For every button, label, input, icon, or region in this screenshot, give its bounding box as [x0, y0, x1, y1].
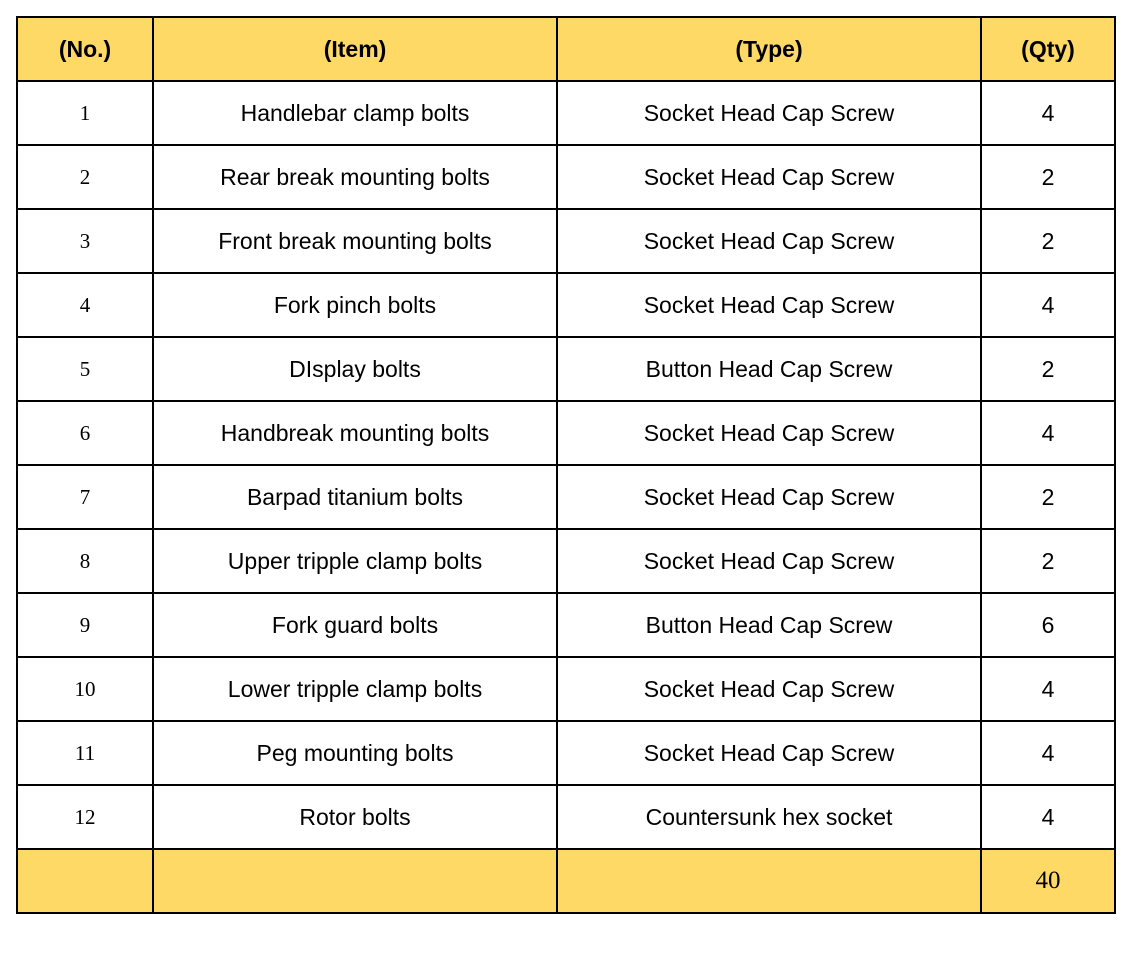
- screw-type: Socket Head Cap Screw: [556, 80, 982, 146]
- quantity: 4: [980, 784, 1116, 850]
- item-name: Lower tripple clamp bolts: [152, 656, 558, 722]
- header-cell: (Type): [556, 16, 982, 82]
- table-row: 9 Fork guard bolts Button Head Cap Screw 6: [16, 592, 1116, 658]
- quantity: 2: [980, 144, 1116, 210]
- item-name: Rear break mounting bolts: [152, 144, 558, 210]
- item-name: Handlebar clamp bolts: [152, 80, 558, 146]
- table-row: 3 Front break mounting bolts Socket Head C…: [16, 208, 1116, 274]
- quantity: 2: [980, 208, 1116, 274]
- item-name: Barpad titanium bolts: [152, 464, 558, 530]
- table-row: 2 Rear break mounting bolts Socket Head Ca…: [16, 144, 1116, 210]
- row-number: 10: [16, 656, 154, 722]
- quantity: 2: [980, 528, 1116, 594]
- row-number: 9: [16, 592, 154, 658]
- item-name: Rotor bolts: [152, 784, 558, 850]
- row-number: 12: [16, 784, 154, 850]
- table-row: 1 Handlebar clamp bolts Socket Head Cap Sc…: [16, 80, 1116, 146]
- table-row: 6 Handbreak mounting bolts Socket Head Cap…: [16, 400, 1116, 466]
- row-number: 5: [16, 336, 154, 402]
- quantity: 4: [980, 400, 1116, 466]
- item-name: DIsplay bolts: [152, 336, 558, 402]
- bolt-table: (No.) (Item) (Type) (Qty) 1 Handlebar clamp …: [16, 16, 1116, 914]
- row-number: 4: [16, 272, 154, 338]
- row-number: 11: [16, 720, 154, 786]
- item-name: Upper tripple clamp bolts: [152, 528, 558, 594]
- empty-cell: [16, 848, 154, 914]
- header-cell: (Item): [152, 16, 558, 82]
- table-row: 12 Rotor bolts Countersunk hex socket 4: [16, 784, 1116, 850]
- item-name: Front break mounting bolts: [152, 208, 558, 274]
- table-row: 4 Fork pinch bolts Socket Head Cap Screw 4: [16, 272, 1116, 338]
- table-body: 1 Handlebar clamp bolts Socket Head Cap Sc…: [16, 80, 1116, 914]
- item-name: Handbreak mounting bolts: [152, 400, 558, 466]
- row-number: 3: [16, 208, 154, 274]
- row-number: 7: [16, 464, 154, 530]
- row-number: 8: [16, 528, 154, 594]
- row-number: 6: [16, 400, 154, 466]
- screw-type: Button Head Cap Screw: [556, 592, 982, 658]
- item-name: Fork pinch bolts: [152, 272, 558, 338]
- item-name: Fork guard bolts: [152, 592, 558, 658]
- header-cell: (No.): [16, 16, 154, 82]
- header-cell: (Qty): [980, 16, 1116, 82]
- quantity: 2: [980, 464, 1116, 530]
- quantity: 2: [980, 336, 1116, 402]
- table-row: 11 Peg mounting bolts Socket Head Cap Scre…: [16, 720, 1116, 786]
- table-row: 5 DIsplay bolts Button Head Cap Screw 2: [16, 336, 1116, 402]
- screw-type: Socket Head Cap Screw: [556, 464, 982, 530]
- quantity: 6: [980, 592, 1116, 658]
- row-number: 1: [16, 80, 154, 146]
- screw-type: Countersunk hex socket: [556, 784, 982, 850]
- quantity: 4: [980, 80, 1116, 146]
- empty-cell: [556, 848, 982, 914]
- total-row: 40: [16, 848, 1116, 914]
- table-row: 8 Upper tripple clamp bolts Socket Head Ca…: [16, 528, 1116, 594]
- table-row: 7 Barpad titanium bolts Socket Head Cap Sc…: [16, 464, 1116, 530]
- table-row: 10 Lower tripple clamp bolts Socket Head C…: [16, 656, 1116, 722]
- screw-type: Button Head Cap Screw: [556, 336, 982, 402]
- screw-type: Socket Head Cap Screw: [556, 208, 982, 274]
- screw-type: Socket Head Cap Screw: [556, 144, 982, 210]
- total-quantity: 40: [980, 848, 1116, 914]
- empty-cell: [152, 848, 558, 914]
- screw-type: Socket Head Cap Screw: [556, 720, 982, 786]
- screw-type: Socket Head Cap Screw: [556, 272, 982, 338]
- item-name: Peg mounting bolts: [152, 720, 558, 786]
- row-number: 2: [16, 144, 154, 210]
- screw-type: Socket Head Cap Screw: [556, 656, 982, 722]
- screw-type: Socket Head Cap Screw: [556, 528, 982, 594]
- screw-type: Socket Head Cap Screw: [556, 400, 982, 466]
- quantity: 4: [980, 720, 1116, 786]
- quantity: 4: [980, 272, 1116, 338]
- quantity: 4: [980, 656, 1116, 722]
- header-row: (No.) (Item) (Type) (Qty): [16, 16, 1116, 82]
